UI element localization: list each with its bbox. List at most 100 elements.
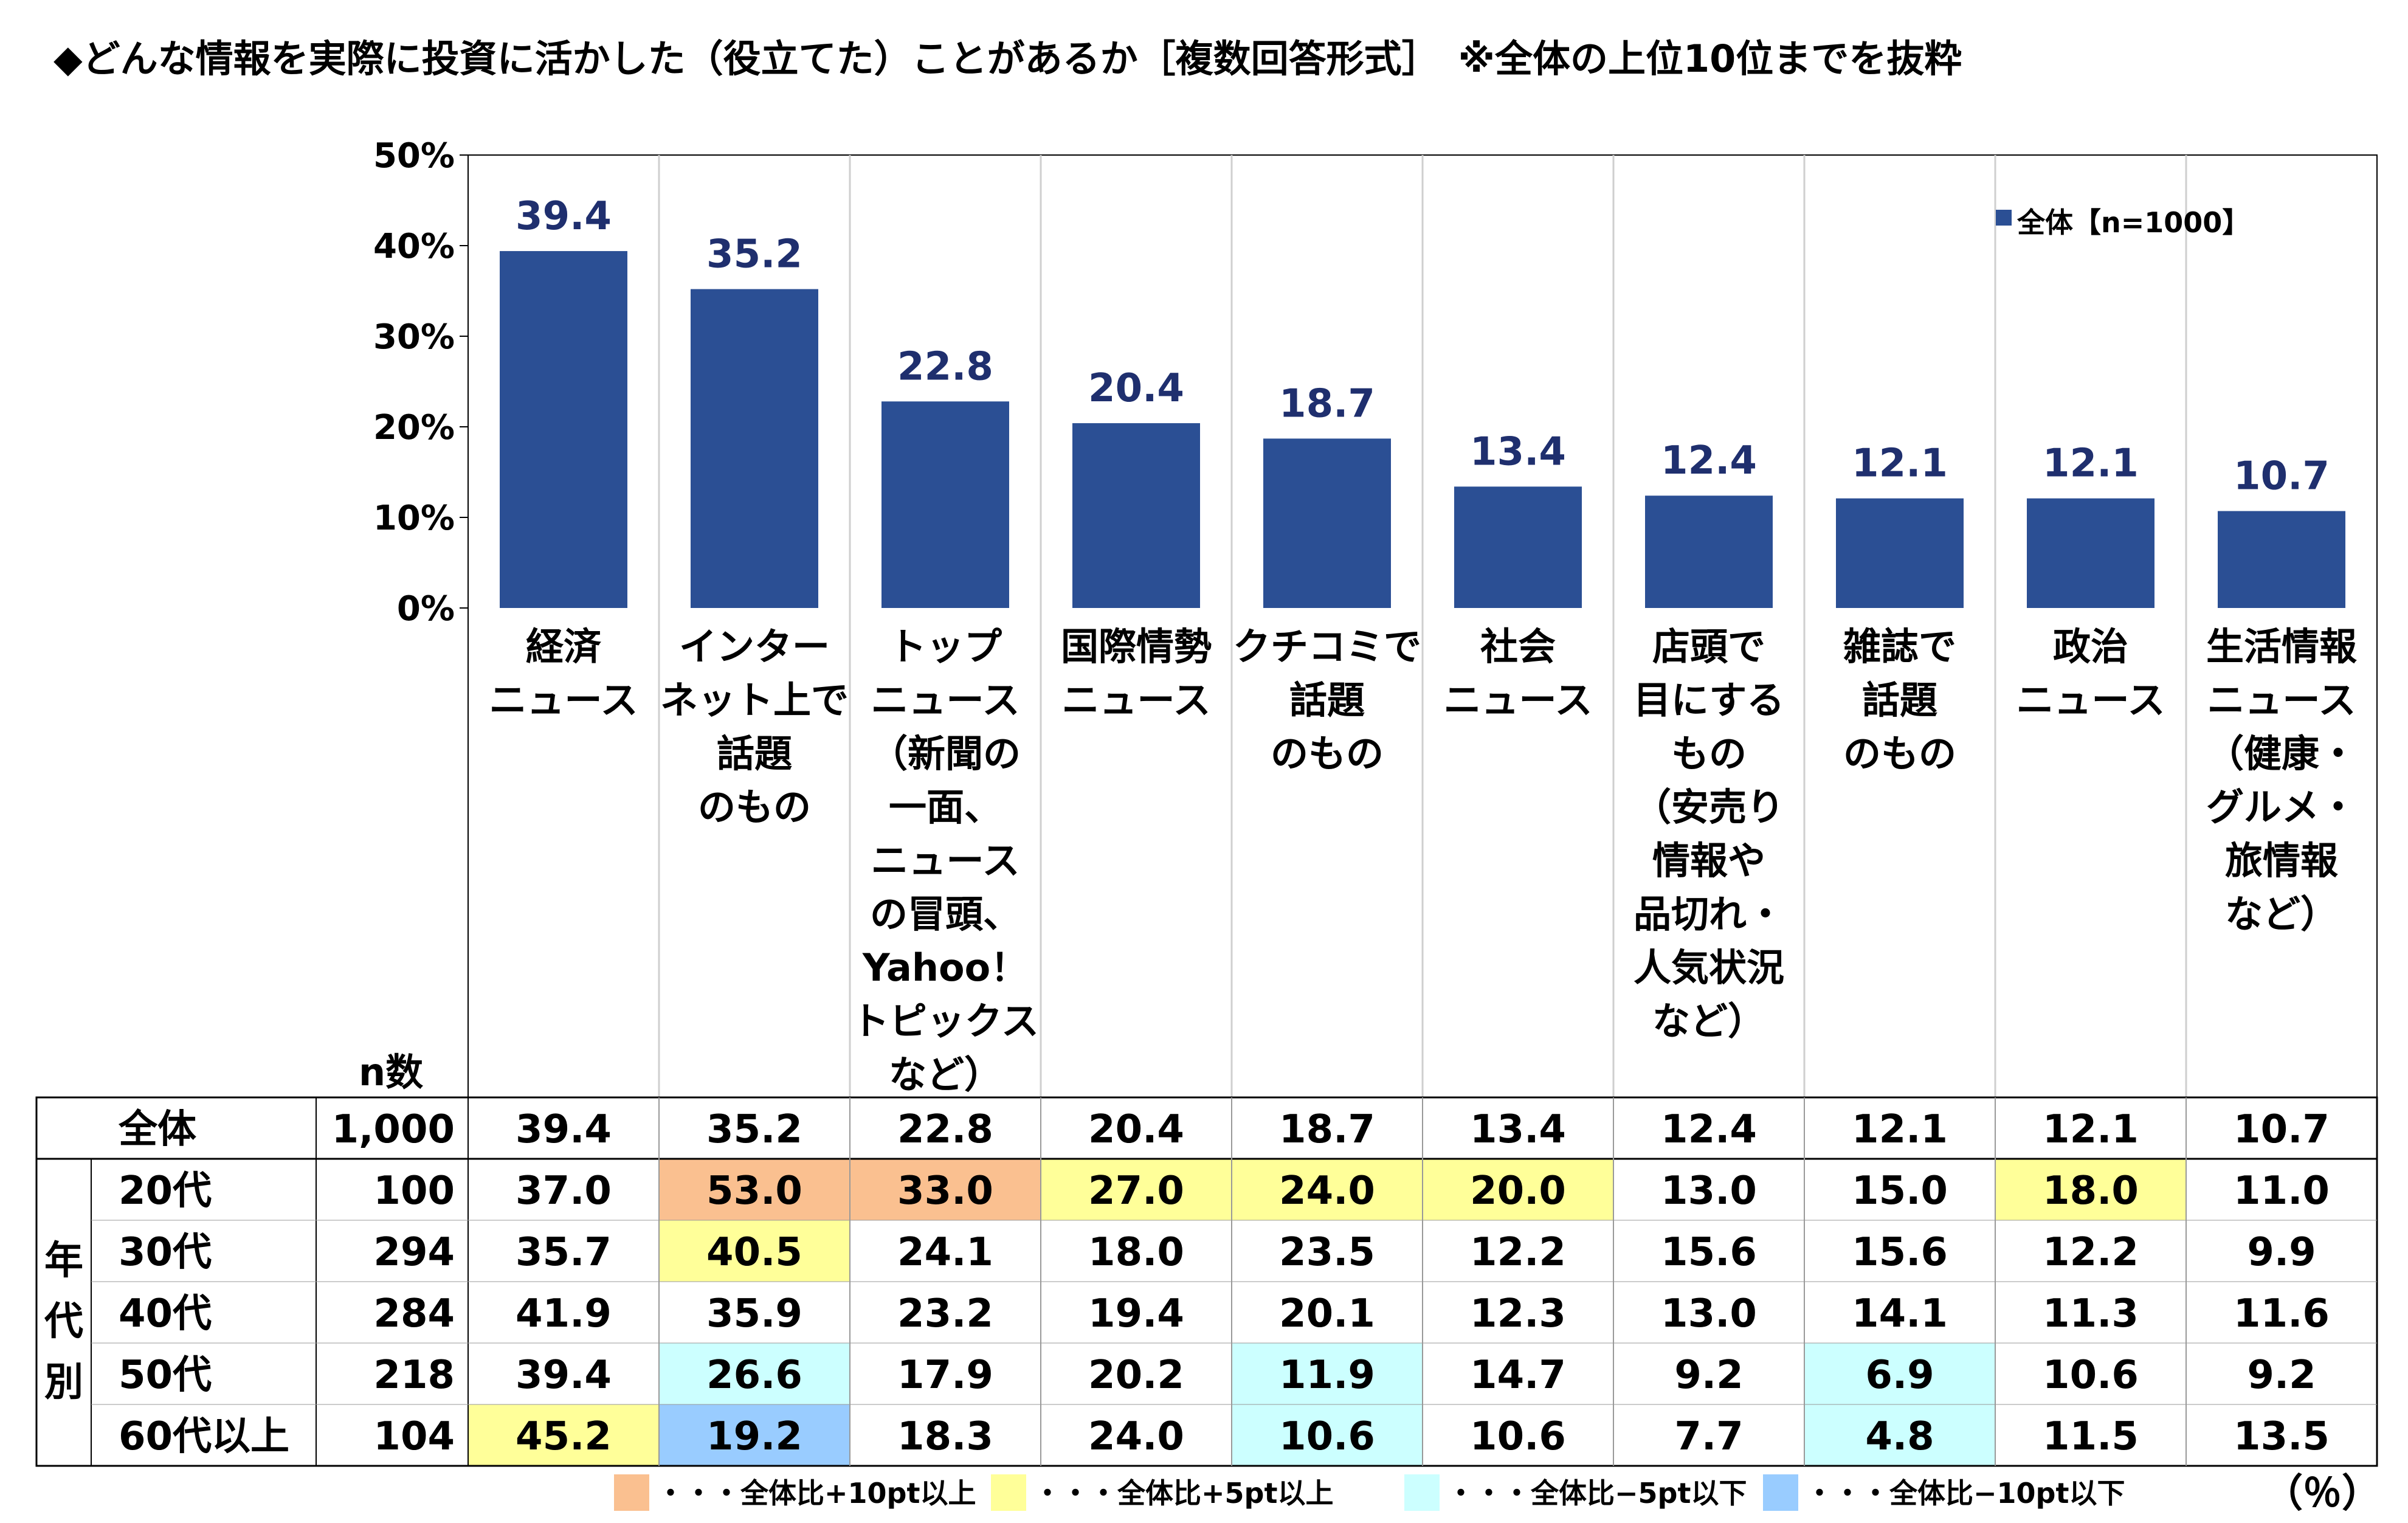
category-label-line: ニュース bbox=[2207, 678, 2356, 722]
n-header: n数 bbox=[359, 1050, 423, 1094]
row-label: 60代以上 bbox=[119, 1414, 289, 1459]
category-label-line: 話題 bbox=[1862, 678, 1937, 722]
category-label-line: など） bbox=[2225, 892, 2338, 936]
highlight-legend-label: ・・・全体比+10pt以上 bbox=[657, 1477, 976, 1510]
table-cell-value: 9.2 bbox=[1674, 1353, 1743, 1398]
category-label-line: ニュース bbox=[1062, 678, 1211, 722]
table-cell-value: 24.1 bbox=[897, 1230, 993, 1275]
table-cell-value: 14.7 bbox=[1470, 1353, 1566, 1398]
highlight-cell bbox=[1995, 1159, 2186, 1220]
table-cell-value: 35.9 bbox=[706, 1291, 802, 1336]
category-label-line: クチコミで bbox=[1233, 624, 1421, 669]
bar bbox=[1836, 498, 1964, 608]
highlight-cell bbox=[1804, 1343, 1995, 1404]
table-cell-value: 11.3 bbox=[2043, 1291, 2139, 1336]
chart-title: ◆どんな情報を実際に投資に活かした（役立てた）ことがあるか［複数回答形式］ ※全… bbox=[53, 36, 1962, 81]
table-cell-value: 24.0 bbox=[1088, 1414, 1184, 1459]
table-cell-value: 20.4 bbox=[1088, 1107, 1184, 1152]
table-cell-value: 20.0 bbox=[1470, 1169, 1566, 1214]
highlight-legend-label: ・・・全体比+5pt以上 bbox=[1033, 1477, 1333, 1510]
table-cell-value: 10.6 bbox=[1279, 1414, 1375, 1459]
table-cell-value: 18.3 bbox=[897, 1414, 993, 1459]
highlight-cell bbox=[1232, 1159, 1423, 1220]
category-label-line: もの bbox=[1671, 731, 1747, 776]
unit-note: （％） bbox=[2264, 1471, 2381, 1516]
table-cell-value: 13.0 bbox=[1661, 1291, 1757, 1336]
bar bbox=[2218, 511, 2345, 608]
row-n: 218 bbox=[373, 1353, 455, 1398]
category-label-line: 一面、 bbox=[889, 785, 1002, 829]
table-cell-value: 6.9 bbox=[1865, 1353, 1934, 1398]
category-label-line: （新聞の bbox=[870, 731, 1021, 776]
y-tick-label: 20% bbox=[373, 408, 455, 447]
category-label-line: 旅情報 bbox=[2225, 838, 2338, 883]
legend-swatch bbox=[1996, 210, 2012, 226]
table-cell-value: 20.1 bbox=[1279, 1291, 1375, 1336]
category-label-line: インター bbox=[679, 624, 830, 669]
y-tick-label: 50% bbox=[373, 136, 455, 176]
table-cell-value: 13.4 bbox=[1470, 1107, 1566, 1152]
row-n: 1,000 bbox=[332, 1107, 455, 1152]
table-cell-value: 39.4 bbox=[516, 1353, 612, 1398]
y-tick-label: 10% bbox=[373, 499, 455, 538]
category-label-line: トピックス bbox=[852, 999, 1039, 1043]
y-tick-label: 40% bbox=[373, 227, 455, 266]
category-label-line: トップ bbox=[889, 624, 1002, 669]
bar-value-label: 20.4 bbox=[1088, 366, 1184, 411]
category-label-line: ネット上で bbox=[660, 678, 849, 722]
category-label-line: 人気状況 bbox=[1634, 945, 1784, 990]
bar-value-label: 13.4 bbox=[1470, 429, 1566, 474]
table-cell-value: 12.1 bbox=[2043, 1107, 2139, 1152]
data-table: 年代別 全体 1,000 39.4 35.2 22.8 20.4 18.7 13.4 12.4 12… bbox=[35, 1096, 2378, 1467]
highlight-cell bbox=[1423, 1159, 1613, 1220]
table-cell-value: 37.0 bbox=[516, 1169, 612, 1214]
category-label-line: ニュース bbox=[489, 678, 638, 722]
category-label-line: 経済 bbox=[526, 624, 602, 669]
row-label: 20代 bbox=[119, 1169, 212, 1214]
table-cell-value: 18.7 bbox=[1279, 1107, 1375, 1152]
category-label-line: ニュース bbox=[2016, 678, 2165, 722]
bar-series bbox=[500, 250, 2345, 608]
table-cell-value: 15.0 bbox=[1852, 1169, 1948, 1214]
bar-value-label: 22.8 bbox=[897, 344, 993, 389]
row-n: 284 bbox=[373, 1291, 455, 1336]
highlight-cell bbox=[1232, 1404, 1423, 1466]
table-cell-value: 12.2 bbox=[2043, 1230, 2139, 1275]
highlight-legend-swatch bbox=[991, 1474, 1026, 1511]
row-n: 294 bbox=[373, 1230, 455, 1275]
table-cell-value: 13.5 bbox=[2234, 1414, 2330, 1459]
category-label-line: など） bbox=[889, 1052, 1002, 1097]
category-labels: 経済ニュースインターネット上で話題のものトップニュース（新聞の一面、ニュースの冒… bbox=[359, 624, 2357, 1097]
legend-label: 全体【n=1000】 bbox=[2016, 206, 2250, 239]
table-cell-value: 18.0 bbox=[1088, 1230, 1184, 1275]
category-label-line: 目にする bbox=[1634, 678, 1785, 722]
y-tick-label: 30% bbox=[373, 317, 455, 357]
highlight-legend-swatch bbox=[614, 1474, 649, 1511]
highlight-cell bbox=[659, 1220, 850, 1282]
table-cell-value: 15.6 bbox=[1661, 1230, 1757, 1275]
table-cell-value: 11.0 bbox=[2234, 1169, 2330, 1214]
bar-value-label: 35.2 bbox=[706, 232, 802, 277]
table-cell-value: 41.9 bbox=[516, 1291, 612, 1336]
category-label-line: 政治 bbox=[2053, 624, 2128, 669]
table-cell-value: 26.6 bbox=[706, 1353, 802, 1398]
table-cell-value: 14.1 bbox=[1852, 1291, 1948, 1336]
highlight-cell bbox=[659, 1404, 850, 1466]
y-tick-label: 0% bbox=[397, 589, 455, 629]
highlight-cell bbox=[1804, 1404, 1995, 1466]
bar-value-label: 18.7 bbox=[1279, 381, 1375, 426]
table-cell-value: 12.2 bbox=[1470, 1230, 1566, 1275]
category-label-line: 店頭で bbox=[1652, 624, 1765, 669]
bar bbox=[1072, 423, 1200, 608]
table-cell-value: 12.3 bbox=[1470, 1291, 1566, 1336]
bar bbox=[2027, 498, 2154, 608]
table-cell-value: 10.7 bbox=[2234, 1107, 2330, 1152]
category-label-line: ニュース bbox=[1444, 678, 1593, 722]
highlight-cell bbox=[659, 1343, 850, 1404]
table-cell-value: 20.2 bbox=[1088, 1353, 1184, 1398]
highlight-cell bbox=[659, 1159, 850, 1220]
category-label-line: （安売り bbox=[1634, 785, 1784, 829]
highlight-legend-swatch bbox=[1404, 1474, 1440, 1511]
bar bbox=[1263, 438, 1391, 608]
